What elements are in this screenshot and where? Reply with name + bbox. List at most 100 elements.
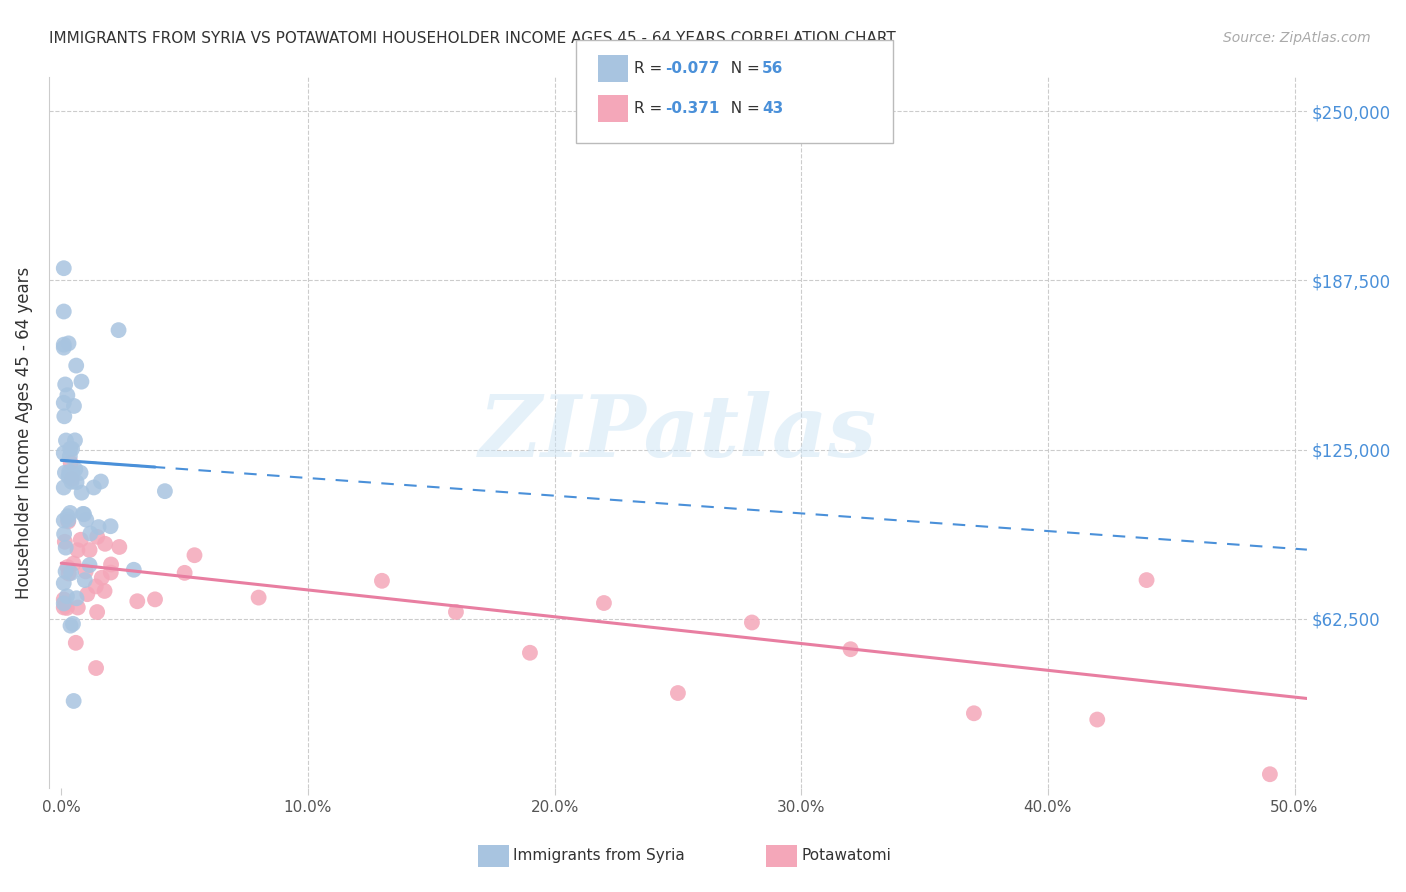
Point [127, 594, 149, 608]
Text: N =: N = [721, 62, 765, 76]
Point [839, 642, 862, 657]
Point [65, 462, 87, 476]
Y-axis label: Householder Income Ages 45 - 64 years: Householder Income Ages 45 - 64 years [15, 267, 32, 599]
Point [66, 543, 89, 558]
Point [60, 566, 83, 580]
Point [107, 323, 129, 337]
Point [56, 560, 79, 574]
Point [56, 601, 79, 615]
Point [666, 686, 689, 700]
Point [65, 359, 87, 373]
Point [60, 466, 83, 480]
Point [62, 557, 84, 571]
Point [58, 469, 80, 483]
Point [69, 533, 91, 547]
Point [58, 336, 80, 351]
Point [76, 587, 98, 601]
Point [58, 566, 80, 581]
Point [86, 605, 108, 619]
Point [100, 558, 122, 572]
Text: Immigrants from Syria: Immigrants from Syria [513, 848, 685, 863]
Point [60, 475, 83, 489]
Point [52, 304, 75, 318]
Point [59, 618, 82, 632]
Point [593, 596, 616, 610]
Point [87, 520, 110, 534]
Point [65, 636, 87, 650]
Point [963, 706, 986, 721]
Point [59, 506, 82, 520]
Point [72, 507, 94, 521]
Point [93, 583, 115, 598]
Point [53, 409, 76, 424]
Point [52, 337, 75, 351]
Point [53, 466, 76, 480]
Point [100, 566, 122, 580]
Point [519, 646, 541, 660]
Point [84, 579, 107, 593]
Text: Potawatomi: Potawatomi [801, 848, 891, 863]
Point [52, 446, 75, 460]
Text: 43: 43 [762, 102, 783, 116]
Point [247, 591, 270, 605]
Point [65, 475, 87, 490]
Point [62, 694, 84, 708]
Point [60, 472, 83, 486]
Point [741, 615, 763, 630]
Text: -0.371: -0.371 [665, 102, 720, 116]
Point [70, 375, 93, 389]
Point [55, 541, 77, 555]
Point [59, 442, 82, 456]
Point [52, 597, 75, 611]
Point [94, 537, 117, 551]
Point [183, 548, 205, 562]
Point [52, 261, 75, 276]
Text: ZIPatlas: ZIPatlas [479, 391, 877, 475]
Point [75, 565, 97, 579]
Point [79, 543, 101, 558]
Text: R =: R = [634, 62, 668, 76]
Point [444, 605, 467, 619]
Point [86, 530, 108, 544]
Point [52, 481, 75, 495]
Point [55, 434, 77, 448]
Point [53, 527, 76, 541]
Point [69, 466, 91, 480]
Point [55, 565, 77, 579]
Point [63, 399, 86, 413]
Text: 56: 56 [762, 62, 783, 76]
Point [1258, 767, 1281, 781]
Point [52, 341, 75, 355]
Point [371, 574, 394, 588]
Point [53, 377, 76, 392]
Point [90, 571, 112, 585]
Point [58, 465, 80, 479]
Text: N =: N = [721, 102, 765, 116]
Point [52, 514, 75, 528]
Point [56, 388, 79, 402]
Point [66, 600, 89, 615]
Point [70, 485, 93, 500]
Text: -0.077: -0.077 [665, 62, 720, 76]
Point [79, 558, 101, 573]
Point [52, 576, 75, 591]
Point [58, 515, 80, 529]
Point [58, 513, 80, 527]
Point [108, 540, 131, 554]
Point [56, 509, 79, 524]
Point [60, 442, 83, 456]
Point [56, 589, 79, 603]
Point [1135, 573, 1157, 587]
Text: Source: ZipAtlas.com: Source: ZipAtlas.com [1223, 31, 1371, 45]
Point [75, 513, 97, 527]
Point [90, 475, 112, 489]
Point [1085, 713, 1108, 727]
Point [143, 592, 166, 607]
Point [73, 507, 96, 521]
Point [59, 456, 82, 470]
Text: IMMIGRANTS FROM SYRIA VS POTAWATOMI HOUSEHOLDER INCOME AGES 45 - 64 YEARS CORREL: IMMIGRANTS FROM SYRIA VS POTAWATOMI HOUS… [49, 31, 896, 46]
Point [59, 449, 82, 463]
Point [62, 616, 84, 631]
Point [173, 566, 195, 580]
Text: R =: R = [634, 102, 668, 116]
